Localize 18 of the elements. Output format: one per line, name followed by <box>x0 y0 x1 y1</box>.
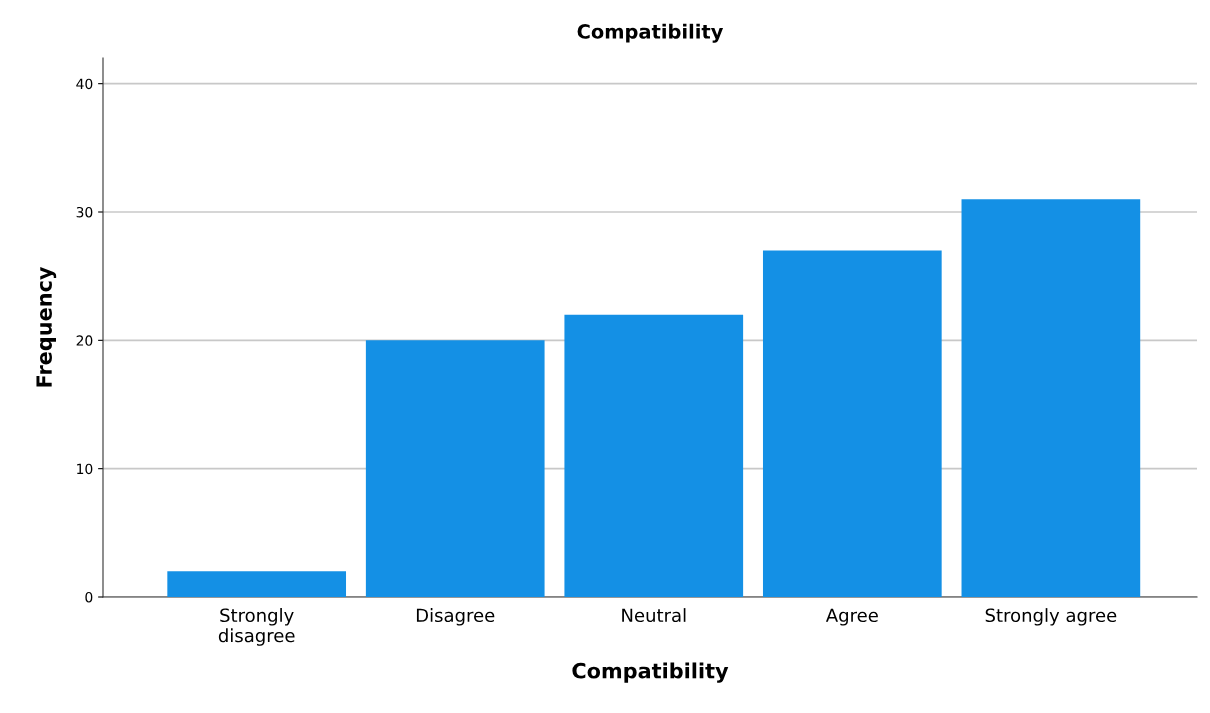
x-tick-label: Strongly agree <box>985 608 1117 626</box>
x-axis-title: Compatibility <box>572 662 729 683</box>
y-tick-label: 10 <box>77 463 93 475</box>
y-tick-label: 40 <box>76 78 93 90</box>
bar <box>762 250 942 597</box>
y-tick-label: 0 <box>85 591 93 603</box>
bar <box>365 340 545 597</box>
bar <box>167 571 347 597</box>
x-tick-label: Disagree <box>416 608 495 626</box>
bar <box>564 314 744 597</box>
x-tick-label: Agree <box>825 608 878 626</box>
x-tick-label: Neutral <box>622 608 686 623</box>
y-tick-label: 20 <box>76 335 93 346</box>
y-tick-label: 30 <box>76 206 93 218</box>
bar <box>961 199 1141 597</box>
y-axis-title: Frequency <box>36 266 57 387</box>
x-tick-label: Strongly disagree <box>218 608 295 646</box>
chart-title: Compatibility <box>577 23 724 43</box>
